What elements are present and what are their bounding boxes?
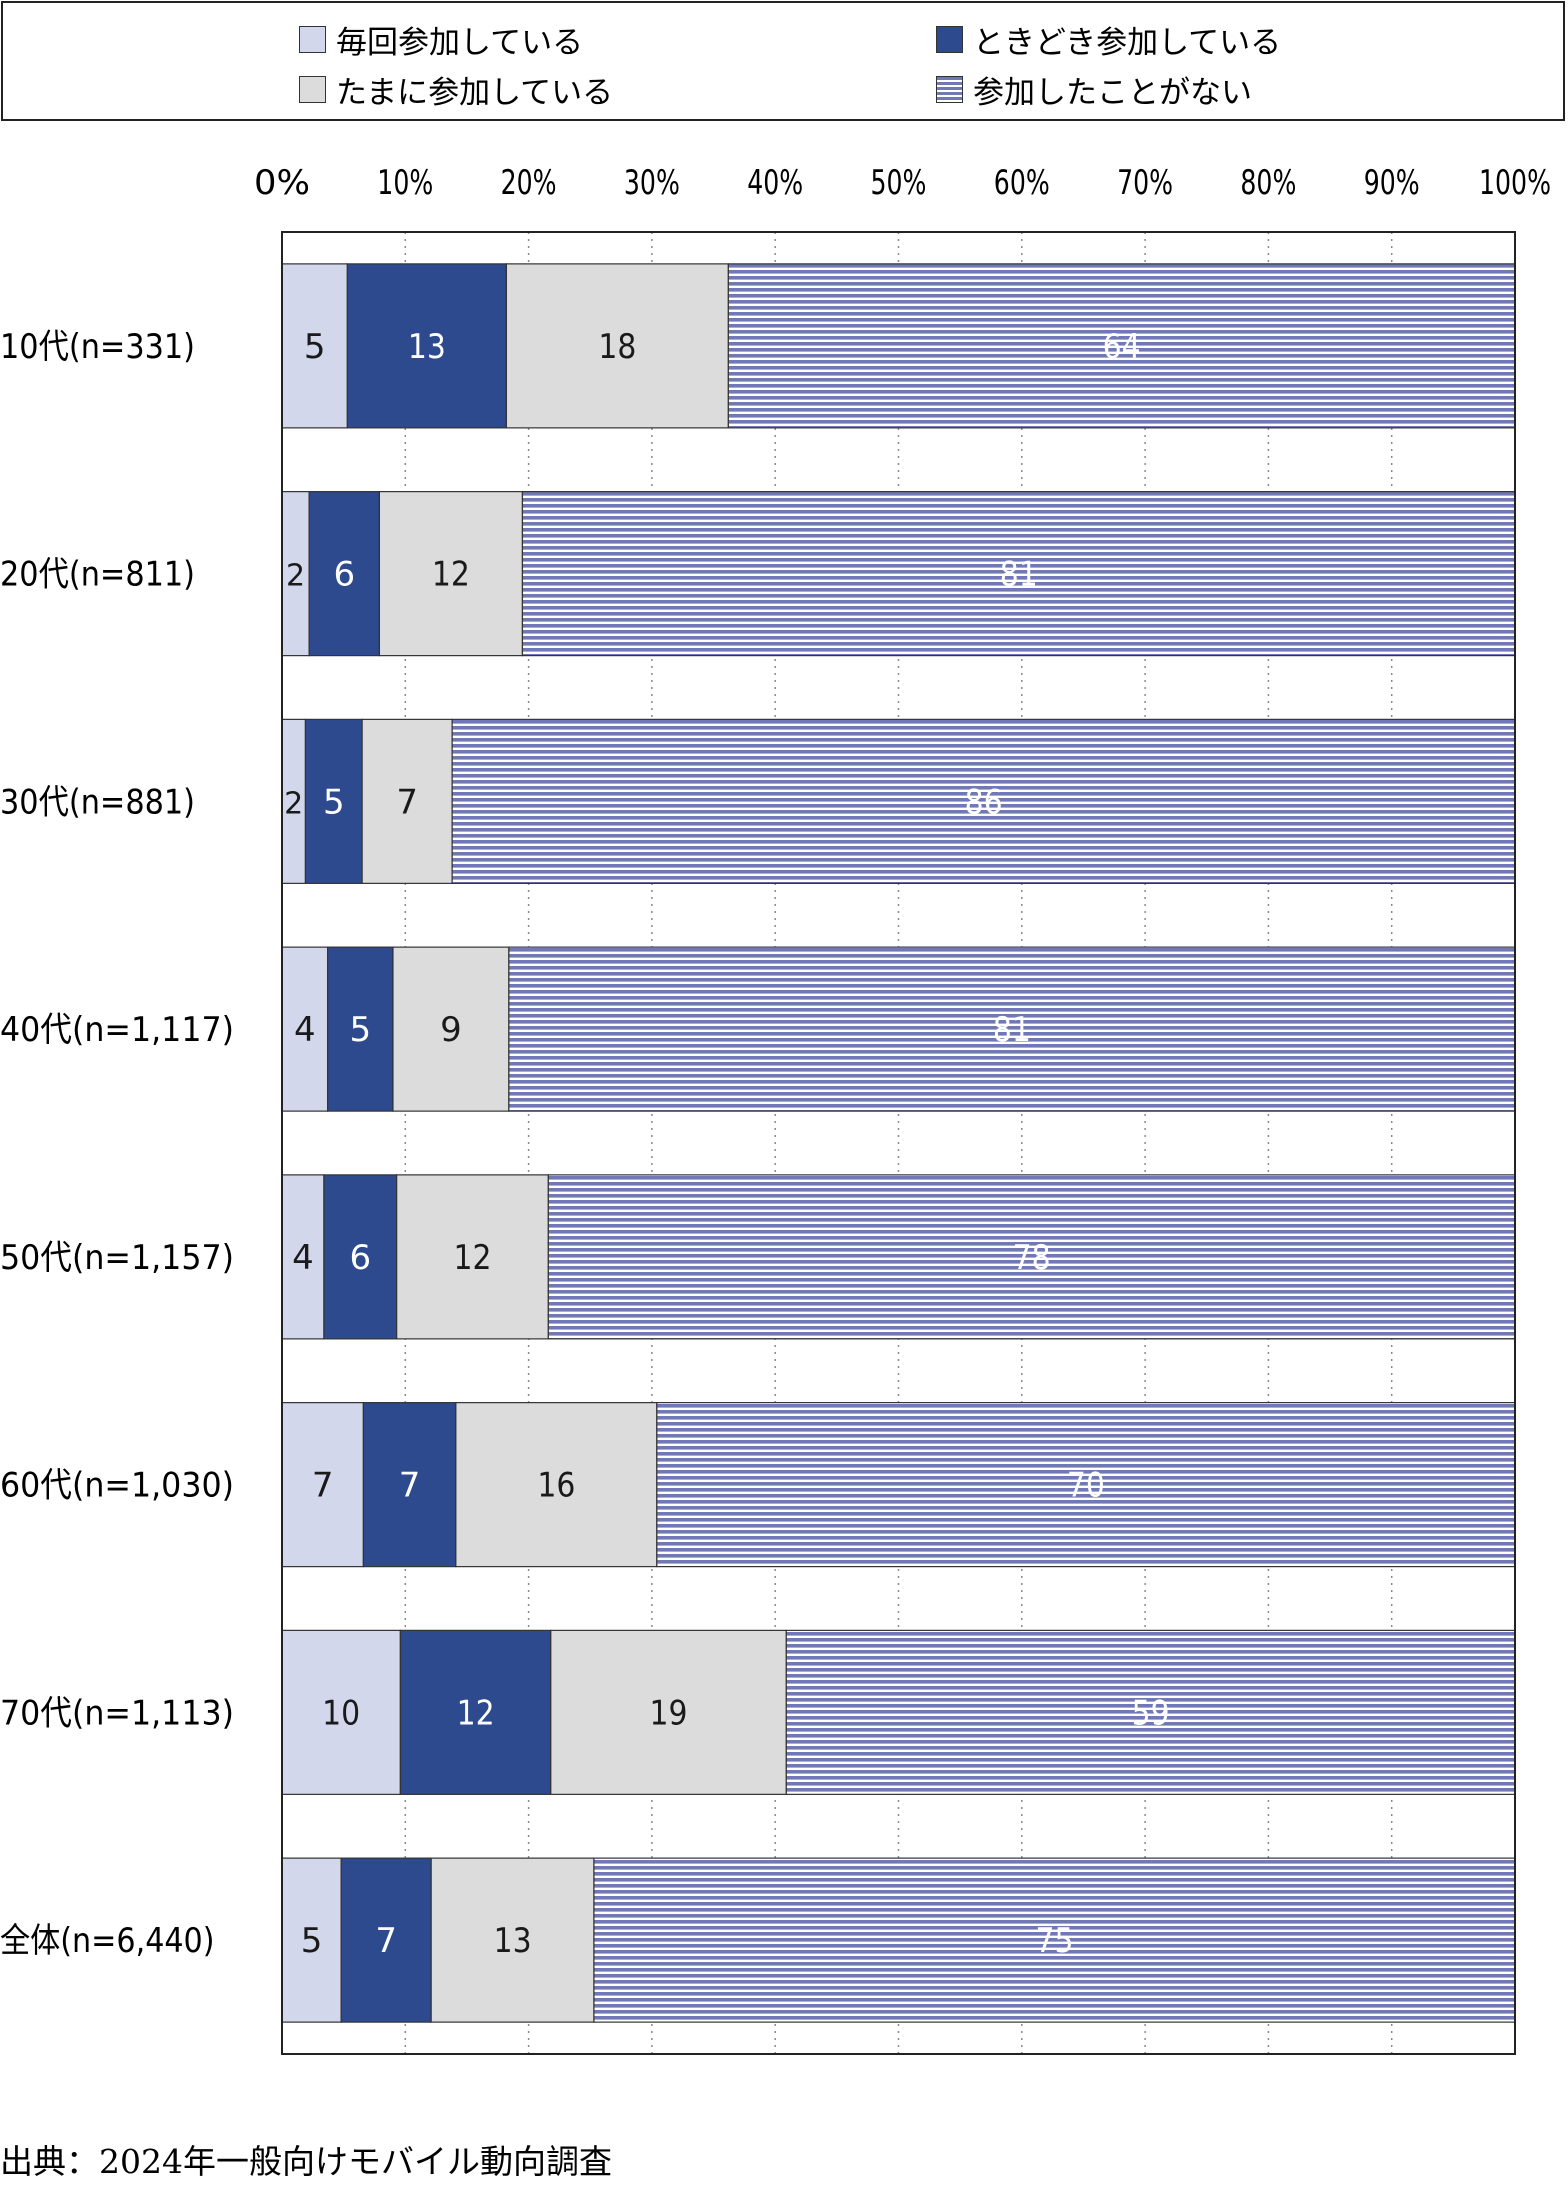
category-label: 全体(n=6,440) <box>0 1921 215 1961</box>
source-note: 出典：2024年一般向けモバイル動向調査 <box>0 2142 612 2181</box>
bar-segment <box>323 1174 398 1340</box>
legend-label: ときどき参加している <box>973 24 1282 61</box>
x-tick-label: 90% <box>1364 163 1420 203</box>
bar-segment <box>346 263 508 429</box>
bar-segment <box>785 1629 1516 1795</box>
bar-segment <box>308 491 381 657</box>
category-label: 40代(n=1,117) <box>0 1010 234 1050</box>
data-label: 4 <box>292 1238 314 1278</box>
x-tick-label: 40% <box>747 163 803 203</box>
data-label: 81 <box>1000 555 1038 595</box>
x-tick-label: 10% <box>377 163 433 203</box>
data-label: 70 <box>1067 1466 1105 1506</box>
bar-segment <box>656 1402 1516 1568</box>
data-label: 2 <box>284 786 303 821</box>
data-label: 13 <box>494 1921 532 1961</box>
legend-swatch-sometimes <box>936 25 963 53</box>
legend-label: たまに参加している <box>336 74 614 111</box>
bar-segment <box>521 491 1516 657</box>
bar-segment <box>593 1857 1516 2023</box>
bar-segment <box>550 1629 787 1795</box>
legend-item-never: 参加したことがない <box>936 69 1252 111</box>
legend: 毎回参加している ときどき参加している たまに参加している 参加したことがない <box>1 1 1565 121</box>
category-label: 30代(n=881) <box>0 782 195 822</box>
category-label: 10代(n=331) <box>0 327 195 367</box>
x-axis-ticks: 0% 10% 20% 30% 40% 50% 60% 70% 80% 90% 100% <box>254 163 1551 203</box>
bar-segment <box>455 1402 658 1568</box>
data-label: 4 <box>294 1010 316 1050</box>
legend-label: 毎回参加している <box>336 24 584 61</box>
category-labels: 10代(n=331) 20代(n=811) 30代(n=881) 40代(n=1,11… <box>0 327 234 1961</box>
bar-segment <box>327 946 394 1112</box>
category-label: 50代(n=1,157) <box>0 1238 234 1278</box>
data-label: 78 <box>1013 1238 1051 1278</box>
data-label: 5 <box>304 327 326 367</box>
x-tick-label: 100% <box>1479 163 1551 203</box>
data-label: 59 <box>1132 1693 1170 1733</box>
data-label: 64 <box>1103 327 1141 367</box>
x-tick-label: 20% <box>501 163 557 203</box>
data-label: 5 <box>323 782 345 822</box>
category-label: 60代(n=1,030) <box>0 1466 234 1506</box>
data-label: 12 <box>457 1693 495 1733</box>
data-label: 7 <box>312 1466 334 1506</box>
data-label: 13 <box>408 327 446 367</box>
data-label: 10 <box>322 1693 360 1733</box>
bar-segment <box>281 1857 342 2023</box>
bar-segment <box>505 263 729 429</box>
plot-frame <box>281 231 1516 2055</box>
data-label: 9 <box>440 1010 462 1050</box>
bar-segment <box>340 1857 432 2023</box>
bar-segment <box>378 491 524 657</box>
data-label: 19 <box>650 1693 688 1733</box>
bar-segment <box>281 1174 325 1340</box>
data-label: 86 <box>965 782 1003 822</box>
data-label: 6 <box>349 1238 371 1278</box>
category-label: 70代(n=1,113) <box>0 1693 234 1733</box>
legend-item-occasionally: たまに参加している <box>299 69 614 111</box>
bar-segment <box>547 1174 1516 1340</box>
data-label: 75 <box>1035 1921 1073 1961</box>
legend-swatch-occasionally <box>299 75 326 103</box>
x-tick-label: 80% <box>1240 163 1296 203</box>
bar-segment <box>727 263 1516 429</box>
bar-segment <box>281 946 329 1112</box>
legend-swatch-never <box>936 75 963 103</box>
data-label: 16 <box>537 1466 575 1506</box>
data-label: 12 <box>432 555 470 595</box>
x-tick-label: 30% <box>624 163 680 203</box>
x-tick-label: 0% <box>254 163 310 203</box>
data-label: 7 <box>399 1466 421 1506</box>
data-label: 12 <box>453 1238 491 1278</box>
x-tick-label: 60% <box>994 163 1050 203</box>
category-label: 20代(n=811) <box>0 555 195 595</box>
bar-segment <box>392 946 510 1112</box>
x-tick-label: 50% <box>871 163 927 203</box>
legend-label: 参加したことがない <box>973 74 1252 111</box>
data-label: 7 <box>396 782 418 822</box>
bar-segment <box>451 718 1516 884</box>
data-label: 18 <box>598 327 636 367</box>
bar-segment <box>362 1402 457 1568</box>
data-label: 6 <box>333 555 355 595</box>
bar-segment <box>281 263 348 429</box>
data-label: 5 <box>301 1921 323 1961</box>
gridlines <box>404 232 1393 2054</box>
legend-item-every-time: 毎回参加している <box>299 19 584 61</box>
data-label: 81 <box>993 1010 1031 1050</box>
x-tick-label: 70% <box>1117 163 1173 203</box>
data-label: 5 <box>349 1010 371 1050</box>
bar-segment <box>361 718 453 884</box>
legend-swatch-every-time <box>299 25 326 53</box>
data-label: 7 <box>375 1921 397 1961</box>
bar-segment <box>396 1174 549 1340</box>
legend-item-sometimes: ときどき参加している <box>936 19 1282 61</box>
bar-segment <box>508 946 1516 1112</box>
bar-segment <box>304 718 363 884</box>
data-label: 2 <box>286 559 305 594</box>
bar-segment <box>430 1857 595 2023</box>
